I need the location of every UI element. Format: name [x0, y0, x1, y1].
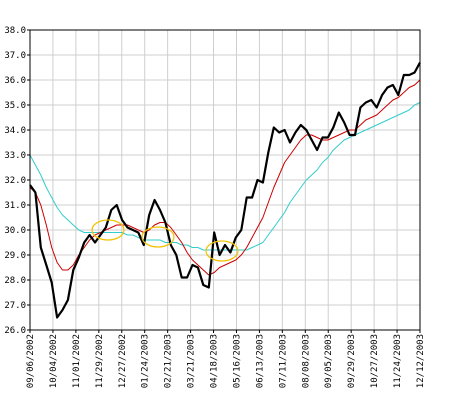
highlight-ellipses	[91, 219, 239, 262]
y-tick-label: 27.0	[4, 301, 26, 311]
highlight-ellipse	[205, 240, 239, 262]
y-tick-label: 26.0	[4, 326, 26, 336]
y-tick-label: 32.0	[4, 176, 26, 186]
x-axis: 09/06/2002 10/04/2002 11/01/2002 11/29/2002…	[26, 330, 426, 388]
highlight-ellipse	[91, 219, 125, 241]
x-tick-label: 04/18/2003	[210, 334, 220, 388]
y-tick-label: 28.0	[4, 276, 26, 286]
x-tick-label: 12/27/2002	[118, 334, 128, 388]
y-tick-label: 34.0	[4, 126, 26, 136]
x-tick-label: 09/05/2003	[324, 334, 334, 388]
x-tick-label: 10/04/2002	[49, 334, 59, 388]
highlight-ellipse	[141, 226, 175, 248]
x-tick-label: 09/06/2002	[26, 334, 36, 388]
series-lines	[29, 61, 421, 319]
y-tick-label: 30.0	[4, 226, 26, 236]
y-tick-label: 29.0	[4, 251, 26, 261]
x-tick-label: 11/01/2002	[72, 334, 82, 388]
x-tick-label: 10/27/2003	[370, 334, 380, 388]
y-tick-label: 31.0	[4, 201, 26, 211]
y-tick-label: 38.0	[4, 26, 26, 36]
y-tick-label: 37.0	[4, 51, 26, 61]
price-line	[29, 61, 421, 319]
x-tick-label: 11/24/2003	[393, 334, 403, 388]
y-tick-label: 35.0	[4, 101, 26, 111]
y-axis: 26.0 27.0 28.0 29.0 30.0 31.0 32.0 33.0 34.0 35.0…	[4, 26, 30, 336]
x-tick-label: 11/29/2002	[95, 334, 105, 388]
plot-frame	[29, 29, 421, 331]
y-tick-label: 36.0	[4, 76, 26, 86]
x-tick-label: 06/13/2003	[255, 334, 265, 388]
x-tick-label: 07/11/2003	[278, 334, 288, 388]
grid	[29, 29, 421, 331]
x-tick-label: 12/12/2003	[416, 334, 426, 388]
x-tick-label: 02/21/2003	[164, 334, 174, 388]
x-tick-label: 08/08/2003	[301, 334, 311, 388]
x-tick-label: 09/29/2003	[347, 334, 357, 388]
x-tick-label: 01/24/2003	[141, 334, 151, 388]
x-tick-label: 05/16/2003	[232, 334, 242, 388]
x-tick-label: 03/21/2003	[187, 334, 197, 388]
y-tick-label: 33.0	[4, 151, 26, 161]
